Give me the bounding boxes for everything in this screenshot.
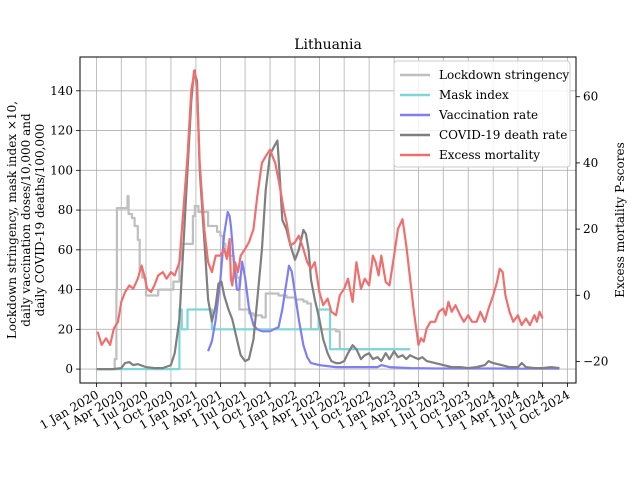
y-right-tick-label: −20: [583, 354, 608, 368]
y-left-tick-label: 20: [58, 322, 73, 336]
y-left-tick-label: 120: [50, 124, 73, 138]
plot-series: [96, 69, 560, 371]
y-left-tick-label: 60: [58, 243, 73, 257]
plot-frame: [79, 56, 577, 384]
y-axis-left-label: Lockdown stringency, mask index ×10, dai…: [5, 101, 47, 339]
legend-box: [393, 60, 571, 168]
y-left-tick-label: 0: [65, 362, 73, 376]
legend-label-lockdown-stringency: Lockdown stringency: [439, 68, 569, 82]
legend-label-vaccination-rate: Vaccination rate: [438, 108, 538, 122]
y-left-tick-label: 80: [58, 203, 73, 217]
y-right-tick-label: 40: [583, 156, 598, 170]
y-right-tick-label: 0: [583, 288, 591, 302]
chart-title: Lithuania: [294, 37, 362, 53]
y-axis-left-label-line-2: daily vaccination doses/10,000 and: [19, 113, 33, 327]
y-right-tick-label: 20: [583, 222, 598, 236]
series-line-excess-mortality: [96, 69, 544, 346]
y-axis-left-label-line-1: Lockdown stringency, mask index ×10,: [5, 101, 19, 339]
y-left-tick-label: 100: [50, 163, 73, 177]
series-line-vaccination-rate: [207, 210, 560, 370]
legend-label-excess-mortality: Excess mortality: [439, 148, 540, 162]
y-left-tick-label: 140: [50, 84, 73, 98]
y-axis-left: 0 20 40 60 80 100 120 140: [50, 84, 80, 376]
y-right-tick-label: 60: [583, 90, 598, 104]
legend-label-mask-index: Mask index: [439, 88, 509, 102]
legend-label-covid-19-death-rate: COVID-19 death rate: [439, 128, 567, 142]
y-left-tick-label: 40: [58, 283, 73, 297]
legend: Lockdown stringency Mask index Vaccination…: [393, 60, 571, 168]
y-axis-right: −20 0 20 40 60: [576, 90, 608, 368]
y-axis-right-label: Excess mortality P-scores: [613, 142, 627, 297]
y-axis-left-label-line-3: daily COVID-19 deaths/100,000: [33, 124, 47, 317]
